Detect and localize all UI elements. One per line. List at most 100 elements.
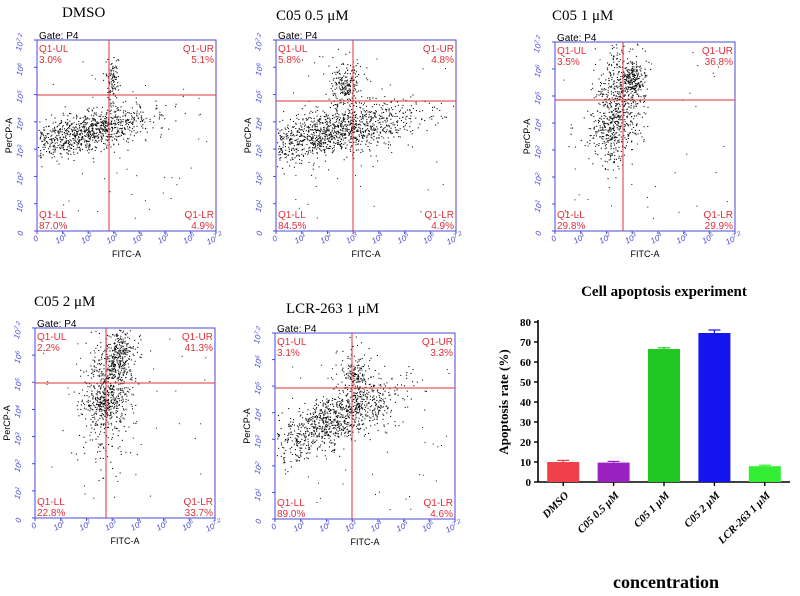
event-dot (283, 111, 285, 113)
event-dot (311, 138, 313, 140)
event-dot (113, 144, 115, 146)
event-dot (284, 127, 286, 129)
event-dot (381, 88, 383, 90)
event-dot (322, 56, 324, 58)
event-dot (362, 137, 364, 139)
event-dot (368, 133, 370, 135)
event-dot (631, 70, 633, 72)
y-tick-label: 106 (254, 62, 266, 77)
event-dot (116, 351, 118, 353)
event-dot (613, 94, 615, 96)
event-dot (122, 375, 124, 377)
event-dot (391, 113, 393, 115)
event-dot (616, 116, 618, 118)
flow-panel-title: DMSO (62, 5, 106, 21)
event-dot (633, 88, 635, 90)
event-dot (106, 130, 108, 132)
event-dot (394, 106, 396, 108)
event-dot (353, 141, 355, 143)
event-dot (369, 116, 371, 118)
event-dot (616, 58, 618, 60)
event-dot (89, 407, 91, 409)
event-dot (607, 130, 609, 132)
event-dot (627, 124, 629, 126)
event-dot (88, 137, 90, 139)
event-dot (81, 131, 83, 133)
event-dot (341, 121, 343, 123)
event-dot (279, 147, 281, 149)
event-dot (326, 430, 328, 432)
event-dot (341, 124, 343, 126)
event-dot (93, 136, 95, 138)
event-dot (343, 420, 345, 422)
event-dot (296, 154, 298, 156)
event-dot (360, 112, 362, 114)
event-dot (368, 432, 370, 434)
event-dot (613, 116, 615, 118)
event-dot (99, 115, 101, 117)
event-dot (341, 146, 343, 148)
event-dot (120, 383, 122, 385)
event-dot (105, 117, 107, 119)
event-dot (159, 114, 161, 116)
event-dot (119, 420, 121, 422)
event-dot (129, 129, 131, 131)
event-dot (43, 129, 45, 131)
event-dot (636, 124, 638, 126)
quadrant-lr-value: 4.9% (191, 221, 214, 232)
event-dot (81, 399, 83, 401)
event-dot (342, 132, 344, 134)
event-dot (89, 386, 91, 388)
event-dot (122, 379, 124, 381)
event-dot (611, 133, 613, 135)
event-dot (345, 395, 347, 397)
event-dot (287, 135, 289, 137)
event-dot (336, 116, 338, 118)
event-dot (609, 121, 611, 123)
event-dot (114, 120, 116, 122)
event-dot (110, 102, 112, 104)
event-dot (603, 124, 605, 126)
event-dot (107, 122, 109, 124)
event-dot (93, 131, 95, 133)
event-dot (94, 405, 96, 407)
event-dot (644, 50, 646, 52)
event-dot (319, 416, 321, 418)
event-dot (597, 122, 599, 124)
event-dot (59, 128, 61, 130)
event-dot (102, 400, 104, 402)
event-dot (355, 139, 357, 141)
event-dot (381, 117, 383, 119)
event-dot (343, 63, 345, 65)
event-dot (331, 148, 333, 150)
event-dot (124, 367, 126, 369)
event-dot (300, 133, 302, 135)
event-dot (326, 138, 328, 140)
event-dot (149, 495, 151, 497)
event-dot (632, 70, 634, 72)
event-dot (393, 98, 395, 100)
event-dot (375, 97, 377, 99)
event-dot (327, 415, 329, 417)
event-dot (116, 428, 118, 430)
event-dot (358, 134, 360, 136)
event-dot (371, 119, 373, 121)
event-dot (290, 133, 292, 135)
event-dot (279, 135, 281, 137)
event-dot (382, 413, 384, 415)
event-dot (609, 72, 611, 74)
event-dot (356, 82, 358, 84)
event-dot (403, 399, 405, 401)
event-dot (371, 133, 373, 135)
event-dot (334, 88, 336, 90)
event-dot (328, 418, 330, 420)
x-axis-label: FITC-A (351, 537, 380, 547)
event-dot (97, 419, 99, 421)
event-dot (340, 80, 342, 82)
event-dot (610, 111, 612, 113)
event-dot (104, 399, 106, 401)
event-dot (354, 126, 356, 128)
event-dot (633, 126, 635, 128)
event-dot (350, 408, 352, 410)
event-dot (276, 455, 278, 457)
